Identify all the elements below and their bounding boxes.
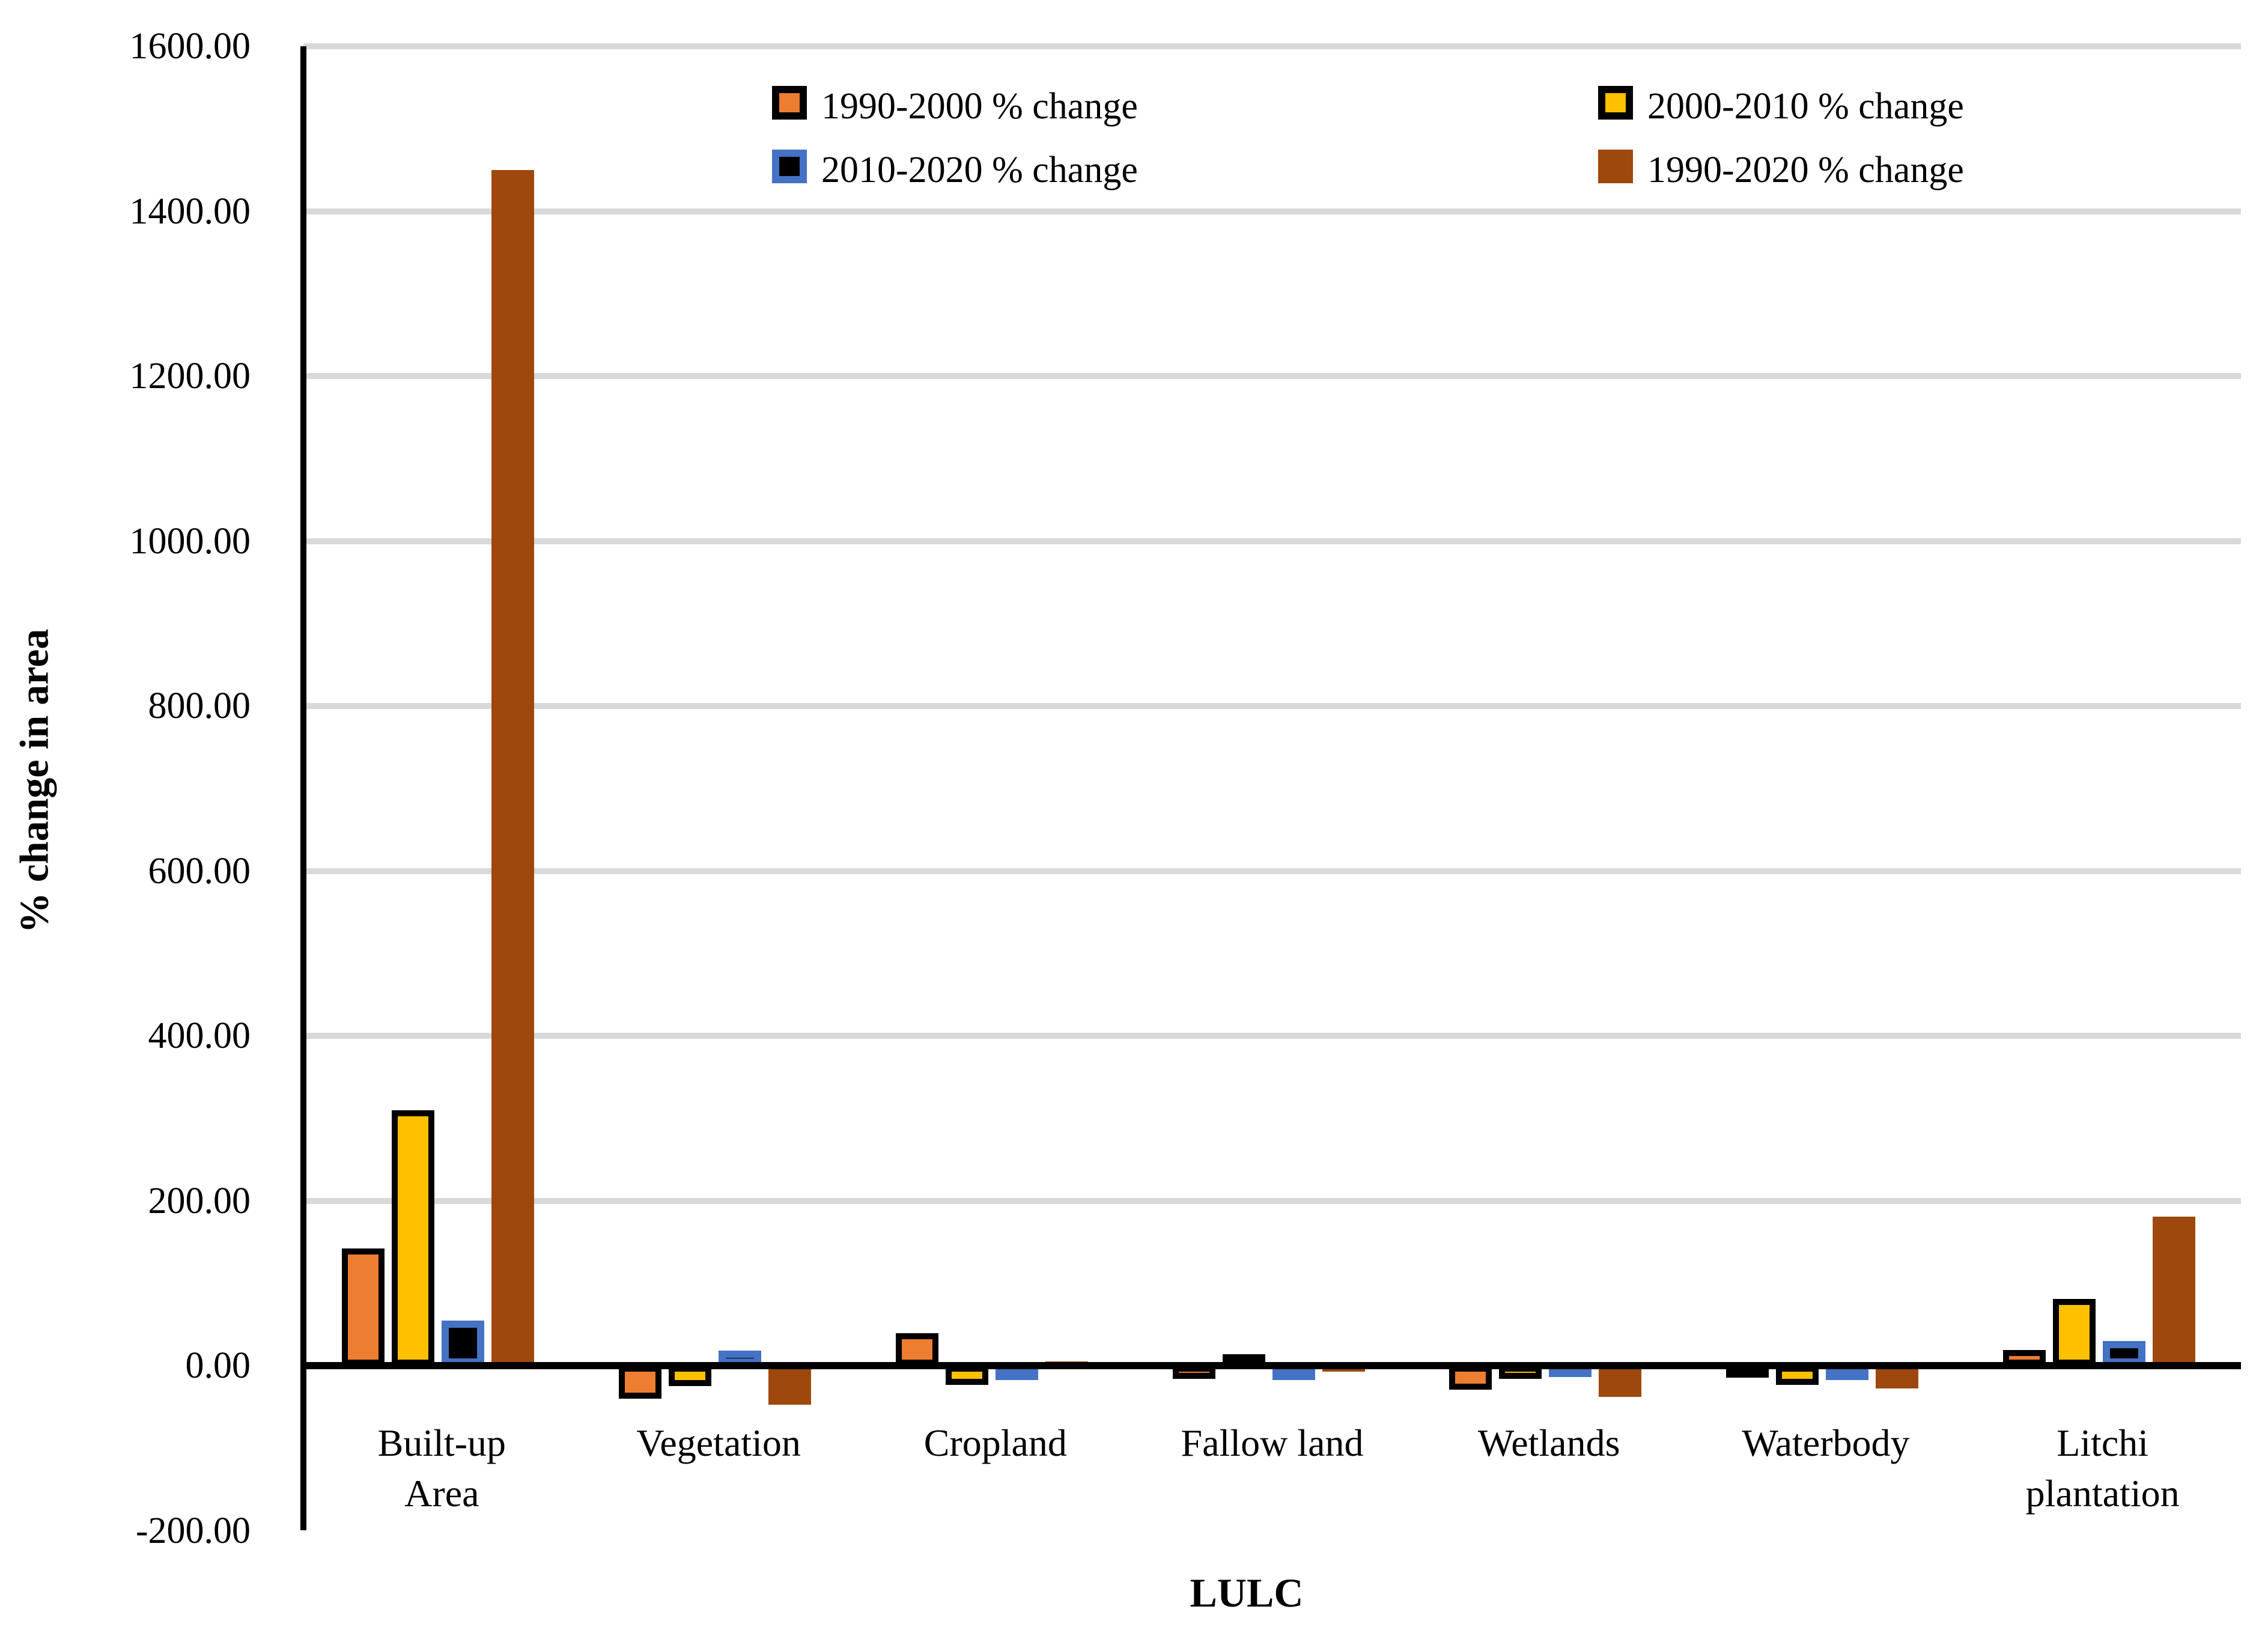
- bar-1990-2000-cropland: [895, 1333, 938, 1366]
- gridline-1000: [303, 538, 2241, 544]
- y-axis-title: % change in area: [11, 628, 57, 934]
- legend-label: 2010-2020 % change: [821, 150, 1138, 190]
- gridline-1600: [303, 43, 2241, 49]
- y-tick--200: -200.00: [135, 1510, 251, 1551]
- legend-swatch-1990-2000: [772, 86, 807, 120]
- legend-label: 1990-2000 % change: [821, 86, 1138, 127]
- category-label-fallow-land: Fallow land: [1181, 1422, 1364, 1464]
- y-tick-1200: 1200.00: [129, 356, 251, 397]
- legend-label: 2000-2010 % change: [1647, 86, 1964, 127]
- y-tick-600: 600.00: [148, 850, 251, 892]
- bar-2000-2010-litchi-plantation: [2052, 1298, 2096, 1366]
- y-tick-200: 200.00: [148, 1180, 251, 1221]
- category-label-built-up-area: Built-up Area: [377, 1422, 506, 1515]
- y-tick-1600: 1600.00: [129, 26, 251, 67]
- category-label-wetlands: Wetlands: [1477, 1422, 1620, 1464]
- bar-1990-2020-wetlands: [1599, 1366, 1642, 1397]
- gridline-1200: [303, 373, 2241, 379]
- y-axis-line: [300, 46, 306, 1530]
- y-tick-1400: 1400.00: [129, 190, 251, 232]
- legend-swatch-1990-2020: [1598, 150, 1633, 183]
- bar-1990-2000-built-up-area: [342, 1248, 385, 1366]
- y-tick-800: 800.00: [148, 686, 251, 726]
- bar-2010-2020-built-up-area: [442, 1320, 485, 1366]
- x-axis-title: LULC: [1190, 1570, 1304, 1616]
- bar-1990-2000-vegetation: [619, 1366, 662, 1399]
- x-axis-zero-line: [303, 1362, 2241, 1369]
- bar-1990-2020-built-up-area: [491, 169, 535, 1366]
- bar-1990-2020-vegetation: [768, 1366, 812, 1405]
- category-label-litchi-plantation: Litchi plantation: [2025, 1422, 2180, 1515]
- gridline-1400: [303, 208, 2241, 214]
- bar-1990-2020-litchi-plantation: [2152, 1216, 2195, 1366]
- bar-2000-2010-built-up-area: [392, 1110, 435, 1366]
- category-label-cropland: Cropland: [923, 1422, 1067, 1464]
- y-tick-1000: 1000.00: [129, 520, 251, 562]
- y-tick-400: 400.00: [148, 1015, 251, 1056]
- legend-swatch-2010-2020: [772, 150, 807, 183]
- gridline-200: [303, 1197, 2241, 1204]
- y-tick-0: 0.00: [185, 1345, 251, 1386]
- gridline-600: [303, 868, 2241, 874]
- gridline-800: [303, 703, 2241, 709]
- gridline-400: [303, 1033, 2241, 1039]
- legend-swatch-2000-2010: [1598, 86, 1633, 120]
- bar-1990-2020-waterbody: [1875, 1366, 1918, 1389]
- category-label-waterbody: Waterbody: [1742, 1422, 1910, 1464]
- category-label-vegetation: Vegetation: [636, 1422, 801, 1464]
- legend-label: 1990-2020 % change: [1647, 150, 1964, 190]
